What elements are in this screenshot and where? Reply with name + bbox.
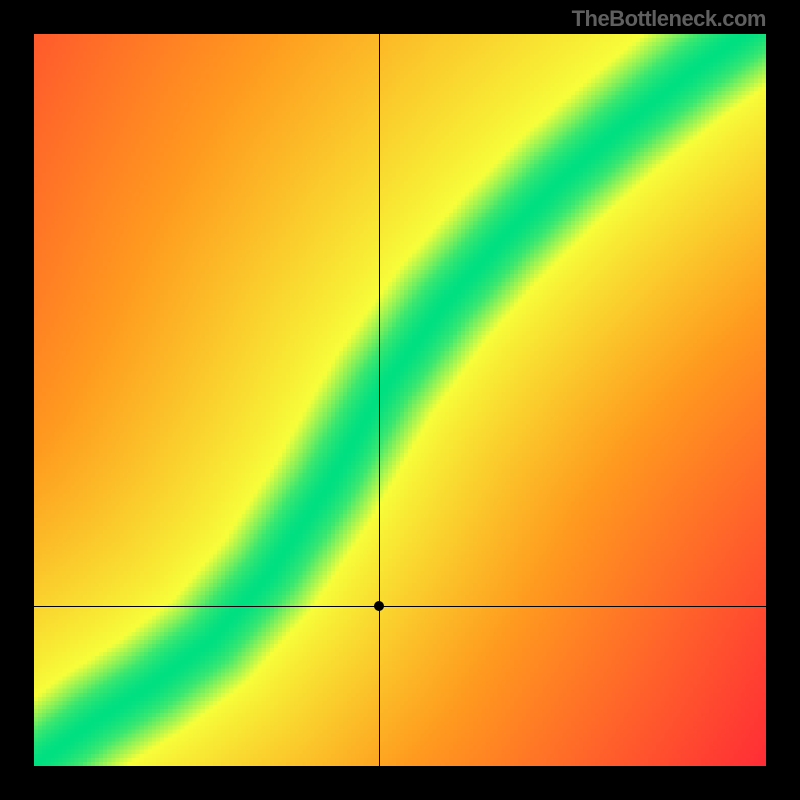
crosshair-marker	[374, 601, 384, 611]
bottleneck-heatmap	[34, 34, 766, 766]
crosshair-horizontal	[34, 606, 766, 607]
heatmap-canvas	[34, 34, 766, 766]
crosshair-vertical	[379, 34, 380, 766]
watermark-text: TheBottleneck.com	[572, 6, 766, 32]
